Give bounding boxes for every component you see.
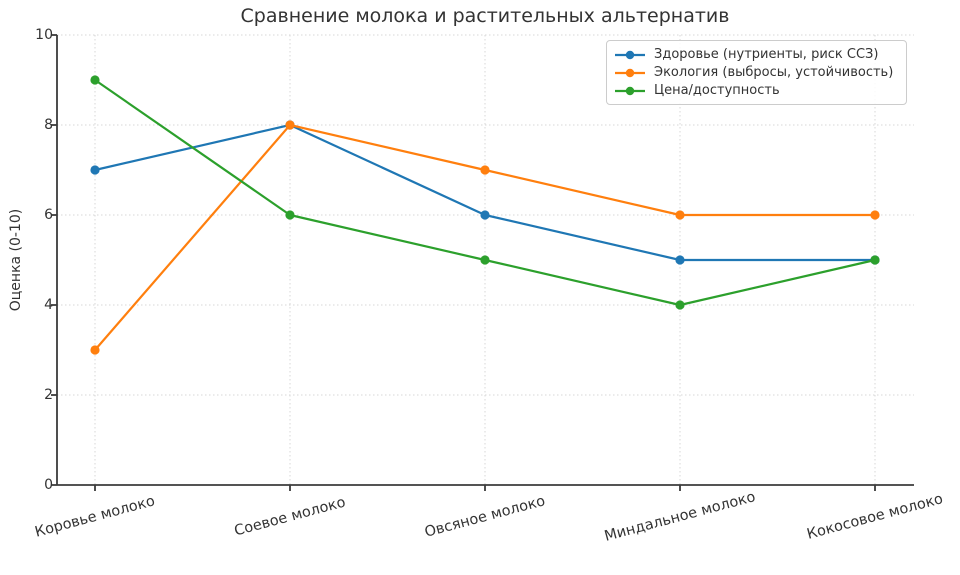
series-price [90,75,880,310]
y-tick-label-6: 6 [44,207,53,223]
legend-marker-price [615,86,645,95]
data-point-price-0 [90,75,100,85]
data-point-price-1 [285,210,295,220]
legend-label-ecology: Экология (выбросы, устойчивость) [654,65,894,80]
data-point-ecology-2 [480,165,490,175]
chart-title: Сравнение молока и растительных альтерна… [240,5,730,27]
legend-item-health: Здоровье (нутриенты, риск ССЗ) [614,46,898,63]
data-point-health-3 [675,255,685,265]
data-point-health-0 [90,165,100,175]
legend-label-price: Цена/доступность [654,83,780,98]
data-point-price-3 [675,300,685,310]
data-point-ecology-3 [675,210,685,220]
y-tick-label-10: 10 [35,27,53,43]
data-point-ecology-4 [870,210,880,220]
legend-dot-price [625,86,635,95]
y-tick-label-2: 2 [44,387,53,403]
data-point-ecology-0 [90,345,100,355]
data-point-ecology-1 [285,120,295,130]
data-point-price-4 [870,255,880,265]
y-tick-label-4: 4 [44,297,53,313]
legend-item-price: Цена/доступность [614,82,898,99]
y-tick-label-8: 8 [44,117,53,133]
legend-marker-health [615,50,645,59]
data-point-health-2 [480,210,490,220]
data-point-price-2 [480,255,490,265]
y-tick-label-0: 0 [44,477,53,493]
legend-marker-ecology [615,68,645,77]
legend-dot-health [625,50,635,59]
legend-item-ecology: Экология (выбросы, устойчивость) [614,64,898,81]
legend-label-health: Здоровье (нутриенты, риск ССЗ) [654,47,879,62]
legend-dot-ecology [625,68,635,77]
legend: Здоровье (нутриенты, риск ССЗ) Экология (… [606,40,907,105]
series-ecology [90,120,880,355]
